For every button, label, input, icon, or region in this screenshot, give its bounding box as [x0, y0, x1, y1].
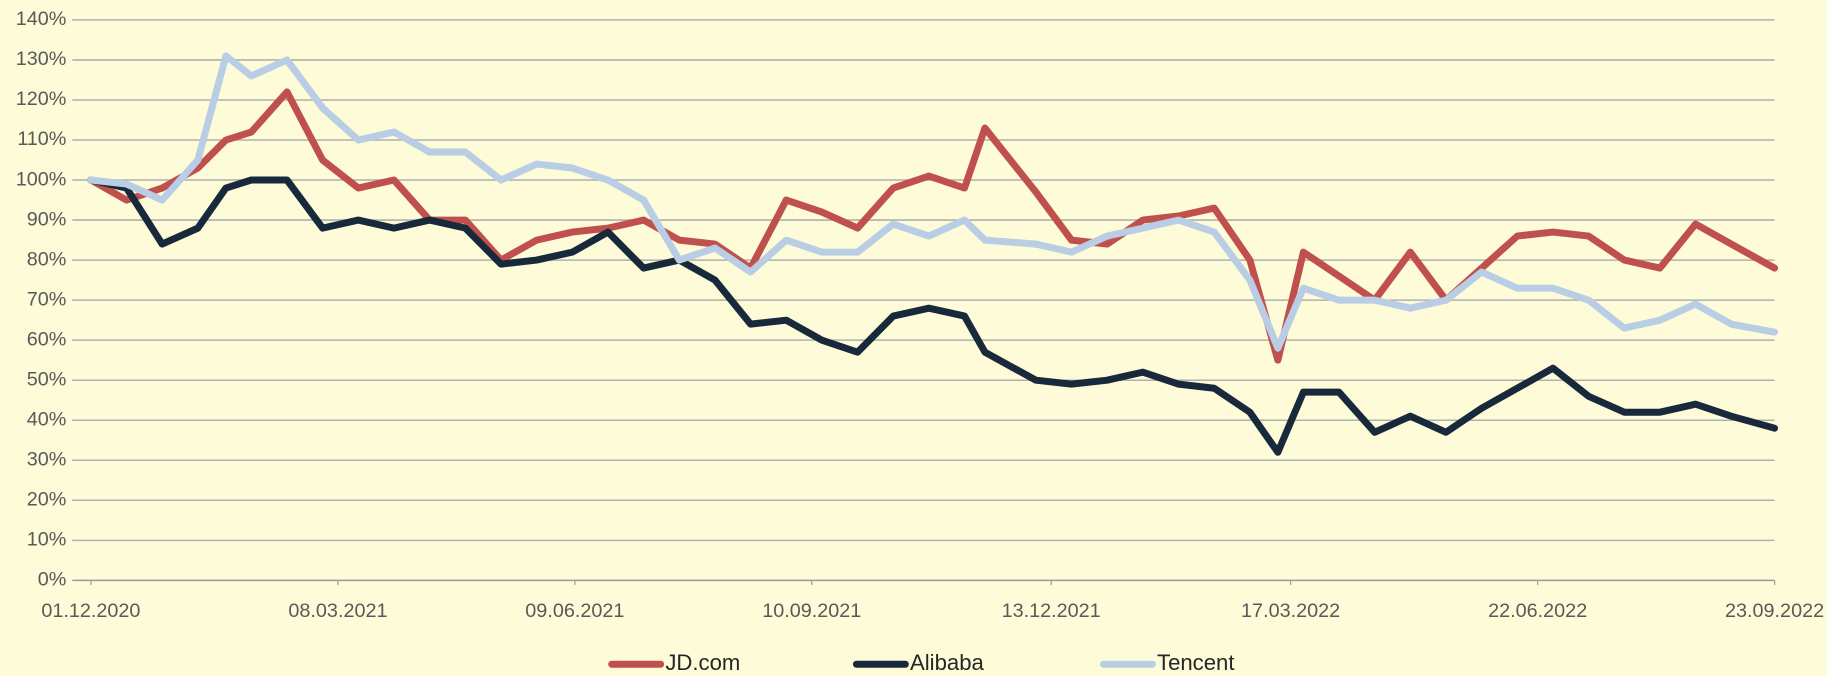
y-tick-label: 10%	[27, 529, 67, 551]
y-tick-label: 70%	[27, 288, 67, 310]
y-tick-label: 110%	[17, 128, 66, 150]
x-tick-label: 10.09.2021	[762, 600, 861, 622]
y-tick-label: 90%	[27, 208, 67, 230]
y-tick-label: 60%	[27, 328, 67, 350]
y-tick-label: 40%	[27, 408, 67, 430]
y-tick-label: 140%	[16, 8, 67, 30]
y-tick-label: 0%	[38, 569, 67, 591]
y-tick-label: 120%	[16, 88, 67, 110]
legend-label: JD.com	[665, 650, 740, 675]
y-tick-label: 80%	[27, 248, 67, 270]
x-tick-label: 17.03.2022	[1241, 600, 1340, 622]
x-tick-label: 08.03.2021	[288, 600, 387, 622]
y-tick-label: 100%	[16, 168, 67, 190]
series-line	[87, 176, 1779, 456]
legend: JD.com Alibaba Tencent	[608, 650, 1235, 675]
x-tick-label: 13.12.2021	[1002, 600, 1101, 622]
y-tick-label: 130%	[16, 48, 67, 70]
x-tick-label: 09.06.2021	[525, 600, 624, 622]
y-tick-label: 20%	[27, 489, 67, 511]
series-line	[87, 52, 1779, 352]
x-tick-label: 23.09.2022	[1725, 600, 1824, 622]
y-tick-label: 30%	[27, 448, 67, 470]
series-line	[87, 88, 1779, 364]
y-tick-label: 50%	[27, 368, 67, 390]
x-tick-label: 22.06.2022	[1488, 600, 1587, 622]
x-tick-label: 01.12.2020	[41, 600, 140, 622]
legend-label: Alibaba	[910, 650, 985, 675]
legend-label: Tencent	[1157, 650, 1235, 675]
